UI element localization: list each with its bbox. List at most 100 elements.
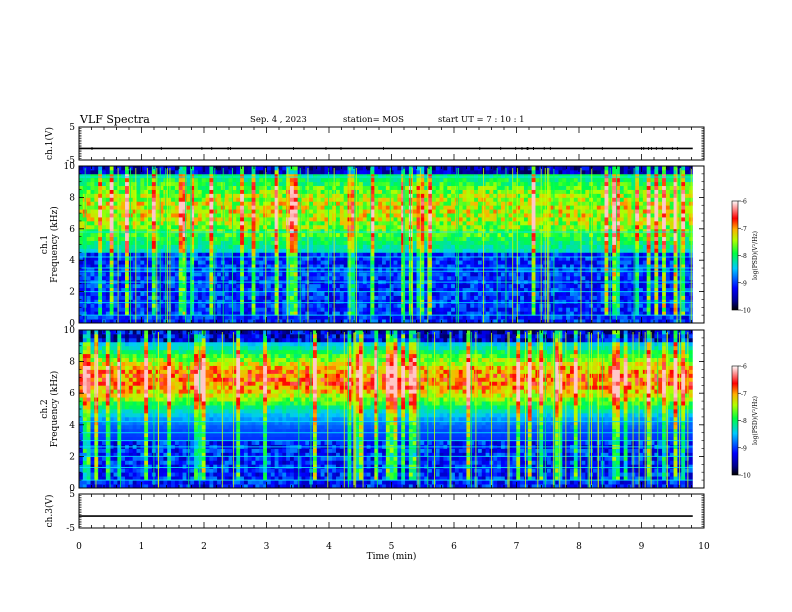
ch1-spectrogram-cell [278, 271, 283, 277]
ch1-spectrogram-cell [266, 169, 272, 175]
ch1-spectrogram-cell [194, 264, 199, 269]
ch1-spectrogram-cell [508, 268, 513, 273]
ch1-spectrogram-cell [109, 201, 114, 206]
ch1-spectrogram-cell [236, 193, 241, 198]
ch1-spectrogram-cell [343, 209, 348, 214]
ch1-spectrogram-cell [186, 252, 191, 257]
ch1-spectrogram-cell [382, 271, 387, 277]
ch1-spectrogram-cell [462, 228, 467, 234]
ch1-spectrogram-cell [493, 220, 498, 226]
ch1-spectrogram-cell [431, 248, 437, 253]
ch1-spectrogram-cell [385, 315, 391, 320]
ch1-spectrogram-cell [374, 268, 379, 273]
ch1-spectrogram-cell [186, 185, 191, 190]
ch1-spectrogram-cell [132, 315, 137, 320]
ch1-spectrogram-cell [527, 303, 533, 308]
ch1-spectrogram-cell [474, 193, 479, 198]
ch1-spectrogram-cell [79, 248, 84, 253]
ch1-spectrogram-cell [424, 307, 429, 312]
ch1-spectrogram-cell [190, 248, 195, 253]
ch1-spectrogram-cell [385, 217, 391, 222]
ch1-spectrogram-cell [236, 236, 241, 241]
ch1-spectrogram-cell [266, 217, 272, 222]
ch1-spectrogram-cell [316, 307, 322, 312]
ch1-spectrogram-cell [182, 268, 187, 273]
ch1-waveform-ytick-label: -5 [66, 156, 75, 166]
ch1-spectrogram-cell [527, 291, 533, 296]
ch1-spectrogram-cell [259, 228, 264, 234]
ch1-spectrogram-cell [240, 197, 245, 202]
ch1-spectrogram-cell [86, 173, 91, 179]
ch1-spectrogram-cell [435, 252, 440, 257]
ch1-spectrogram-cell [121, 291, 126, 296]
ch1-spectrogram-cell [178, 291, 183, 296]
ch1-spectrogram-cell [366, 217, 371, 222]
ch1-spectrogram-cell [151, 240, 157, 245]
ch1-spectrogram-cell [320, 217, 325, 222]
ch1-spectrogram-cell [201, 283, 206, 289]
ch1-spectrogram-cell [293, 240, 299, 245]
ch1-spectrogram-cell [136, 283, 141, 289]
ch1-spectrogram-cell [205, 185, 210, 190]
ch1-spectrogram-cell [255, 299, 260, 304]
ch1-spectrogram-cell [447, 295, 452, 300]
ch1-spectrogram-cell [282, 217, 287, 222]
ch1-spectrogram-cell [428, 256, 433, 261]
ch1-spectrogram-cell [255, 232, 260, 238]
ch1-spectrogram-cell [174, 213, 180, 218]
ch1-spectrogram-cell [148, 209, 153, 214]
ch1-spectrogram-cell [109, 193, 114, 198]
ch1-spectrogram-cell [178, 244, 183, 249]
ch1-spectrogram-cell [458, 256, 463, 261]
ch1-spectrogram-cell [186, 240, 191, 245]
ch1-spectrogram-cell [535, 166, 540, 171]
ch1-spectrogram-cell [117, 220, 122, 226]
ch1-spectrogram-cell [266, 299, 272, 304]
ch1-spectrogram-cell [458, 283, 463, 289]
ch1-spectrogram-cell [451, 256, 456, 261]
ch1-spectrogram-cell [293, 264, 299, 269]
ch1-spectrogram-cell [270, 295, 276, 300]
ch1-spectrogram-cell [209, 319, 214, 324]
ch1-spectrogram-cell [90, 197, 95, 202]
ch1-spectrogram-cell [328, 260, 333, 265]
ch1-spectrogram-cell [194, 319, 199, 324]
ch1-spectrogram-cell [113, 201, 118, 206]
ch1-spectrogram-cell [293, 181, 299, 187]
ch1-spectrogram-cell [508, 213, 513, 218]
ch1-spectrogram-cell [174, 201, 180, 206]
ch1-spectrogram-cell [462, 205, 467, 210]
ch1-spectrogram-cell [94, 283, 99, 289]
ch1-spectrogram-cell [397, 177, 402, 183]
ch1-spectrogram-cell [94, 319, 99, 324]
ch1-spectrogram-cell [516, 299, 521, 304]
ch1-spectrogram-cell [382, 166, 387, 171]
ch1-spectrogram-cell [416, 295, 421, 300]
ch1-spectrogram-cell [462, 201, 467, 206]
ch1-spectrogram-cell [217, 256, 222, 261]
ch1-spectrogram-cell [393, 185, 398, 190]
ch1-spectrogram-cell [393, 315, 398, 320]
ch1-spectrogram-cell [447, 311, 452, 316]
ch1-spectrogram-cell [182, 303, 187, 308]
ch1-spectrogram-cell [458, 311, 463, 316]
ch1-spectrogram-cell [121, 181, 126, 187]
ch1-spectrogram-cell [243, 228, 249, 234]
ch1-spectrogram-cell [136, 232, 141, 238]
ch1-spectrogram-cell [243, 303, 249, 308]
ch1-spectrogram-cell [178, 295, 183, 300]
ch1-spectrogram-cell [197, 260, 203, 265]
ch1-spectrogram-cell [531, 181, 536, 187]
ch1-spectrogram-cell [270, 264, 276, 269]
ch1-spectrogram-cell [178, 315, 183, 320]
ch1-spectrogram-cell [247, 244, 253, 249]
ch1-spectrogram-cell [213, 248, 218, 253]
ch1-spectrogram-cell [443, 181, 448, 187]
ch1-spectrogram-cell [504, 209, 510, 214]
ch1-spectrogram-cell [462, 224, 467, 230]
ch1-spectrogram-cell [90, 260, 95, 265]
ch1-spectrogram-cell [439, 232, 444, 238]
ch1-spectrogram-cell [105, 319, 111, 324]
ch1-spectrogram-cell [447, 209, 452, 214]
ch1-spectrogram-cell [309, 271, 314, 277]
